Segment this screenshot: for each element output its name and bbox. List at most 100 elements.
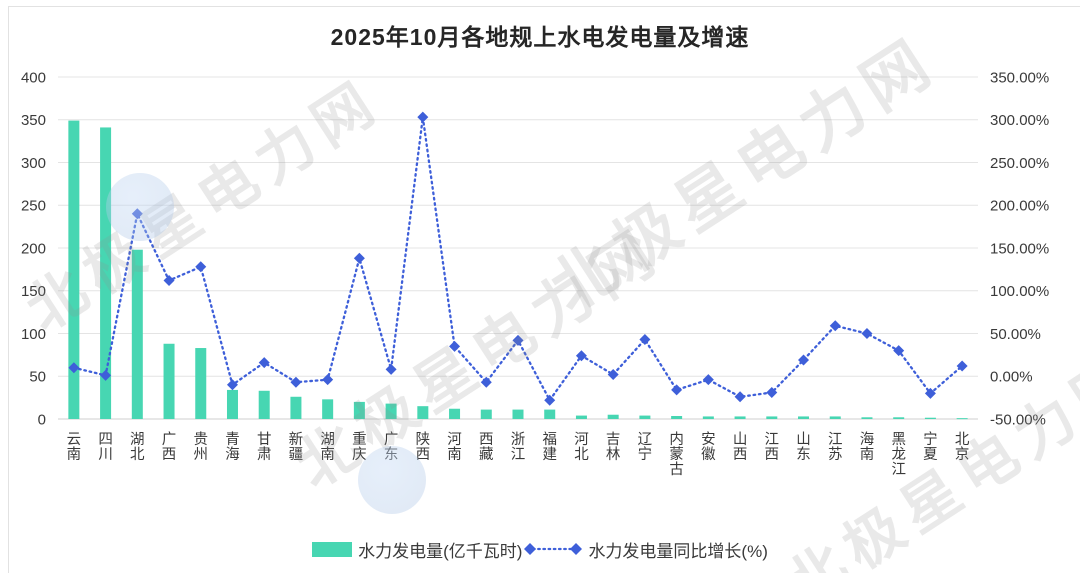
line-marker-宁夏 [924,387,936,399]
bar-新疆 [290,396,302,419]
line-marker-吉林 [607,369,619,381]
x-axis-label-北京: 北京 [955,431,970,463]
line-marker-内蒙古 [671,384,683,396]
bar-广西 [163,343,175,419]
growth-line [72,117,964,403]
line-marker-四川 [100,369,112,381]
line-marker-河北 [575,350,587,362]
bar-山西 [734,416,746,419]
x-axis-label-甘肃: 甘肃 [257,431,272,463]
left-axis-tick-label: 250 [21,198,46,215]
bar-浙江 [512,409,524,419]
bar-辽宁 [639,415,651,419]
line-marker-青海 [226,379,238,391]
x-axis-label-安徽: 安徽 [701,431,716,463]
x-axis-label-四川: 四川 [98,432,113,463]
right-axis-tick-label: 350.00% [990,69,1049,86]
right-axis-tick-label: 200.00% [990,198,1049,215]
bar-云南 [68,120,80,419]
x-axis-label-陕西: 陕西 [416,431,431,463]
line-marker-贵州 [195,261,207,273]
x-axis-label-重庆: 重庆 [352,431,367,463]
bar-重庆 [353,401,365,419]
x-axis-label-江苏: 江苏 [828,431,843,463]
bar-河南 [449,408,461,419]
x-axis-label-云南: 云南 [67,432,82,463]
line-marker-广东 [385,363,397,375]
line-marker-北京 [956,360,968,372]
x-axis-label-江西: 江西 [765,431,780,463]
bar-甘肃 [258,390,270,419]
right-axis-tick-label: 100.00% [990,283,1049,300]
bar-宁夏 [924,417,936,419]
x-axis-label-湖北: 湖北 [130,431,145,463]
line-marker-甘肃 [258,357,270,369]
bar-江西 [766,416,778,419]
right-axis-tick-label: 300.00% [990,112,1049,129]
legend-item-generation: 水力发电量(亿千瓦时) [312,537,522,562]
right-axis-tick-label: 50.00% [990,326,1041,343]
line-marker-安徽 [702,374,714,386]
bar-series-swatch-icon [312,541,353,557]
left-axis-tick-label: 350 [21,112,46,129]
left-axis-tick-label: 300 [21,155,46,172]
line-marker-海南 [861,328,873,339]
line-marker-山西 [734,391,746,403]
x-axis-label-浙江: 浙江 [511,431,526,463]
x-axis-label-宁夏: 宁夏 [923,431,938,463]
left-axis-tick-label: 100 [21,326,46,343]
x-axis-label-内蒙古: 内蒙古 [669,431,684,478]
x-axis-label-青海: 青海 [225,431,240,463]
line-marker-重庆 [353,252,365,264]
x-axis-label-贵州: 贵州 [194,431,209,463]
x-axis-label-河北: 河北 [574,431,589,463]
bar-河北 [575,415,587,419]
chart-legend: 水力发电量(亿千瓦时) 水力发电量同比增长(%) [0,533,1080,565]
bar-青海 [226,389,238,419]
bar-陕西 [417,406,429,419]
line-series-glyph-icon [524,543,583,555]
line-marker-西藏 [480,376,492,388]
bar-湖北 [131,249,143,419]
line-marker-陕西 [417,111,429,123]
legend-label-generation: 水力发电量(亿千瓦时) [358,541,523,561]
left-axis-tick-label: 200 [21,240,46,257]
bar-江苏 [829,416,841,419]
line-marker-福建 [544,394,556,406]
chart-title: 2025年10月各地规上水电发电量及增速 [330,24,750,50]
x-axis-label-广西: 广西 [162,431,177,463]
line-marker-浙江 [512,334,524,346]
bar-福建 [544,409,556,419]
bar-北京 [956,418,968,420]
line-marker-江苏 [829,320,841,332]
bar-吉林 [607,414,619,419]
x-axis-label-吉林: 吉林 [606,431,621,463]
left-axis-tick-label: 150 [21,283,46,300]
bar-安徽 [702,416,714,419]
line-marker-辽宁 [639,333,651,345]
bar-广东 [385,403,397,419]
line-marker-广西 [163,274,175,286]
legend-item-growth: 水力发电量同比增长(%) [524,537,768,562]
bar-西藏 [480,409,492,419]
left-axis-tick-label: 400 [21,69,46,86]
x-axis-label-海南: 海南 [860,431,875,463]
line-marker-湖南 [322,374,334,386]
bar-内蒙古 [671,416,683,419]
line-marker-江西 [766,386,778,398]
x-axis-label-福建: 福建 [542,431,557,463]
bar-海南 [861,417,873,419]
x-axis-label-山西: 山西 [733,431,748,463]
x-axis-label-山东: 山东 [796,431,811,463]
bar-山东 [798,416,810,419]
line-marker-山东 [798,354,810,366]
x-axis-label-西藏: 西藏 [479,432,494,463]
left-axis-tick-label: 50 [29,369,46,386]
bar-湖南 [322,399,334,419]
bar-四川 [100,127,112,419]
line-marker-河南 [449,340,461,352]
left-axis-tick-label: 0 [38,411,46,428]
x-axis-label-广东: 广东 [384,431,399,463]
